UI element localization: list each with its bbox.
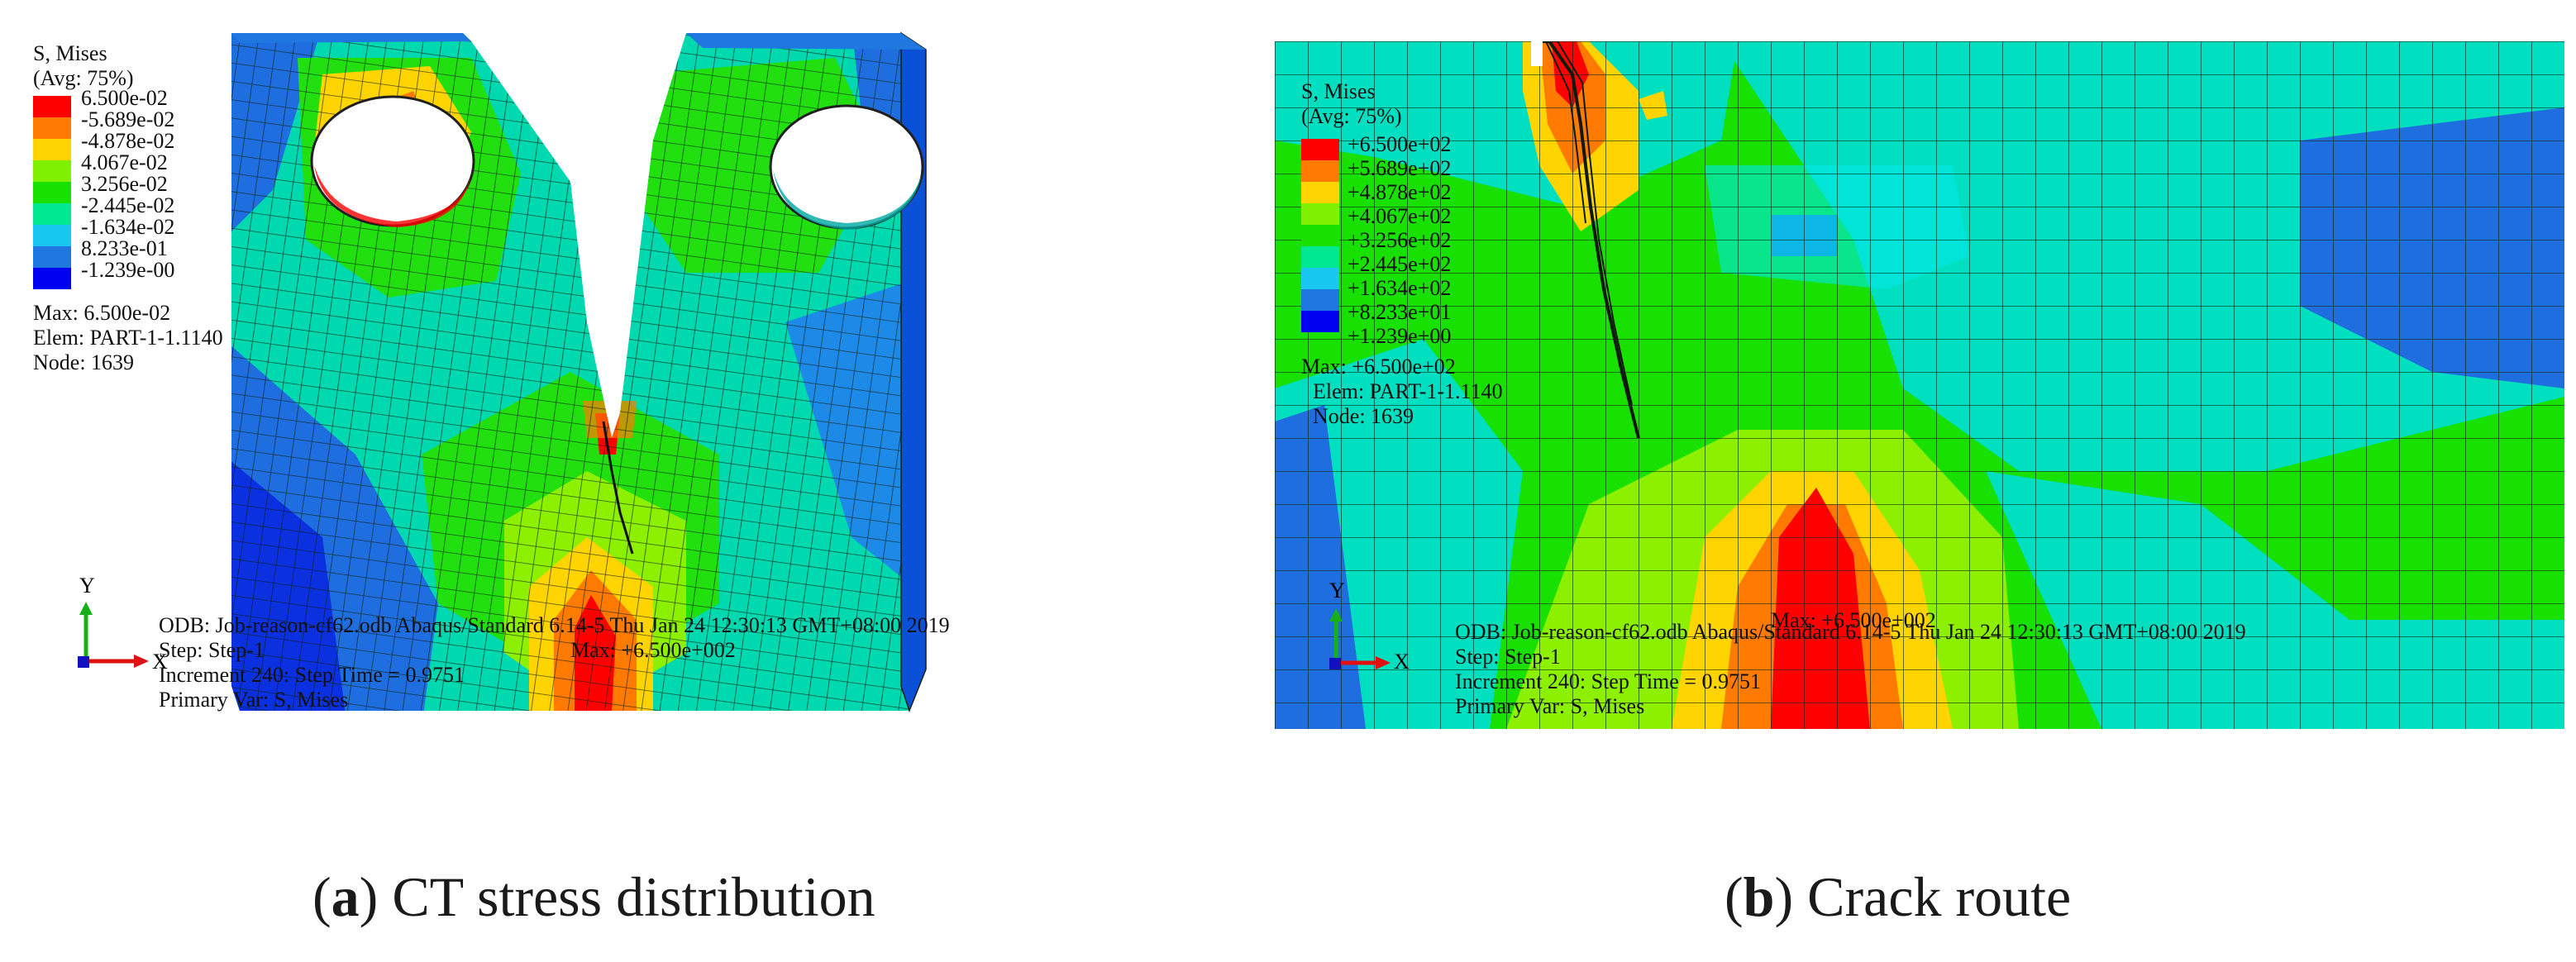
step-line: Step: Step-1	[1455, 645, 1561, 669]
step-line: Step: Step-1	[159, 638, 265, 662]
legend-value: +4.067e+02	[1348, 204, 1452, 228]
legend-title: S, Mises	[33, 41, 107, 65]
odb-line: ODB: Job-reason-cf62.odb Abaqus/Standard…	[1455, 620, 2246, 644]
legend-color-bar	[1301, 139, 1339, 348]
legend-value: -4.878e-02	[81, 129, 175, 153]
primary-var-line: Primary Var: S, Mises	[159, 688, 349, 712]
odb-footer-b: ODB: Job-reason-cf62.odb Abaqus/Standard…	[1455, 620, 2246, 719]
max-value: Max: +6.500e+02	[1301, 355, 1456, 379]
caption-text: CT stress distribution	[392, 865, 875, 928]
legend-b: S, Mises (Avg: 75%) +6.500e+02 +5.689e+0…	[1301, 79, 1503, 429]
legend-value: 4.067e-02	[81, 150, 168, 174]
max-node: Node: 1639	[1313, 404, 1414, 428]
caption-a: (a) CT stress distribution	[312, 865, 875, 928]
primary-var-line: Primary Var: S, Mises	[1455, 694, 1645, 718]
legend-subtitle: (Avg: 75%)	[33, 66, 134, 90]
legend-value: +1.239e+00	[1348, 324, 1452, 348]
y-axis-label: Y	[1329, 579, 1345, 602]
legend-value: -1.239e-00	[81, 258, 175, 282]
legend-value: -5.689e-02	[81, 107, 175, 131]
legend-value: -2.445e-02	[81, 193, 175, 217]
axis-triad-b: Y X	[1324, 579, 1415, 678]
legend-value: +3.256e+02	[1348, 228, 1452, 252]
caption-letter: a	[331, 865, 360, 928]
odb-line: ODB: Job-reason-cf62.odb Abaqus/Standard…	[159, 613, 950, 637]
crack-route-contour-plot	[1275, 41, 2564, 729]
legend-color-bar	[33, 96, 71, 289]
legend-title: S, Mises	[1301, 79, 1376, 103]
legend-subtitle: (Avg: 75%)	[1301, 104, 1402, 128]
legend-value: +1.634e+02	[1348, 276, 1452, 300]
caption-letter: b	[1743, 865, 1775, 928]
legend-value: +8.233e+01	[1348, 300, 1452, 324]
crack-path	[1531, 41, 1640, 439]
caption-text: Crack route	[1807, 865, 2072, 928]
legend-value: +5.689e+02	[1348, 156, 1452, 180]
max-element: Elem: PART-1-1.1140	[33, 326, 223, 350]
legend-value: -1.634e-02	[81, 215, 175, 239]
y-axis-label: Y	[79, 574, 95, 598]
legend-value: +2.445e+02	[1348, 252, 1452, 276]
ct-stress-figure: S, Mises (Avg: 75%) S, Mises (Avg: 75%) …	[33, 25, 1133, 727]
specimen-top-face-right	[686, 33, 926, 50]
max-element: Elem: PART-1-1.1140	[1313, 379, 1503, 403]
legend-value: +6.500e+02	[1348, 132, 1452, 156]
max-marker-b: Max: +6.500e+002	[1771, 608, 1936, 632]
max-node: Node: 1639	[33, 350, 135, 374]
legend-value: 6.500e-02	[81, 86, 168, 110]
increment-line: Increment 240: Step Time = 0.9751	[159, 663, 465, 687]
legend-value: 8.233e-01	[81, 236, 168, 260]
ct-specimen-contour-plot: S, Mises (Avg: 75%)	[231, 31, 927, 713]
legend-value: +4.878e+02	[1348, 180, 1452, 204]
x-axis-label: X	[1394, 650, 1410, 674]
crack-line	[602, 421, 634, 555]
max-value: Max: 6.500e-02	[33, 301, 171, 325]
notch-opening	[1531, 41, 1543, 66]
increment-line: Increment 240: Step Time = 0.9751	[1455, 669, 1761, 693]
caption-b: (b) Crack route	[1724, 865, 2072, 928]
odb-footer-a: ODB: Job-reason-cf62.odb Abaqus/Standard…	[159, 613, 950, 712]
axis-triad-a: Y X	[74, 574, 174, 678]
crack-route-figure: S, Mises (Avg: 75%) +6.500e+02 +5.689e+0…	[1275, 41, 2564, 729]
legend-a: S, Mises (Avg: 75%) 6.500e-02 -5.689e-02…	[33, 41, 306, 375]
max-marker-a: Max: +6.500e+002	[570, 638, 736, 662]
specimen-top-face	[231, 33, 471, 43]
x-axis-label: X	[152, 650, 168, 674]
legend-value: 3.256e-02	[81, 172, 168, 196]
